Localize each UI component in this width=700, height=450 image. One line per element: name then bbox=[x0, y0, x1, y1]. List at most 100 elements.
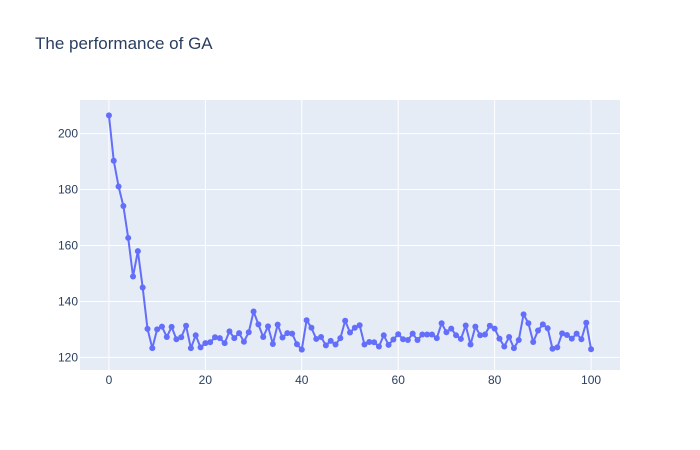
data-point[interactable] bbox=[202, 340, 209, 347]
data-point[interactable] bbox=[269, 340, 276, 347]
data-point[interactable] bbox=[139, 284, 146, 291]
data-point[interactable] bbox=[125, 234, 132, 241]
data-point[interactable] bbox=[520, 311, 527, 318]
data-point[interactable] bbox=[583, 319, 590, 326]
data-point[interactable] bbox=[549, 345, 556, 352]
data-point[interactable] bbox=[530, 339, 537, 346]
data-point[interactable] bbox=[525, 320, 532, 327]
data-point[interactable] bbox=[506, 333, 513, 340]
data-point[interactable] bbox=[588, 346, 595, 353]
data-point[interactable] bbox=[327, 337, 334, 344]
data-point[interactable] bbox=[428, 331, 435, 338]
data-point[interactable] bbox=[356, 322, 363, 329]
data-point[interactable] bbox=[472, 323, 479, 330]
data-point[interactable] bbox=[554, 344, 561, 351]
data-point[interactable] bbox=[510, 345, 517, 352]
data-point[interactable] bbox=[404, 337, 411, 344]
data-point[interactable] bbox=[279, 334, 286, 341]
data-point[interactable] bbox=[568, 335, 575, 342]
data-point[interactable] bbox=[115, 183, 122, 190]
data-point[interactable] bbox=[313, 335, 320, 342]
data-point[interactable] bbox=[419, 331, 426, 338]
data-point[interactable] bbox=[130, 273, 137, 280]
data-point[interactable] bbox=[486, 322, 493, 329]
data-point[interactable] bbox=[347, 329, 353, 336]
data-point[interactable] bbox=[163, 333, 170, 340]
data-point[interactable] bbox=[226, 328, 233, 335]
data-point[interactable] bbox=[544, 325, 551, 332]
data-point[interactable] bbox=[380, 332, 387, 339]
data-point[interactable] bbox=[216, 335, 223, 342]
data-point[interactable] bbox=[438, 320, 445, 327]
data-point[interactable] bbox=[149, 345, 156, 352]
data-point[interactable] bbox=[318, 333, 325, 340]
data-point[interactable] bbox=[289, 330, 296, 337]
data-point[interactable] bbox=[207, 339, 214, 346]
data-point[interactable] bbox=[187, 345, 194, 352]
data-point[interactable] bbox=[375, 343, 382, 350]
data-point[interactable] bbox=[448, 325, 455, 332]
data-point[interactable] bbox=[539, 321, 546, 328]
data-point[interactable] bbox=[134, 248, 141, 255]
data-point[interactable] bbox=[168, 323, 175, 330]
data-point[interactable] bbox=[293, 341, 300, 348]
data-point[interactable] bbox=[274, 321, 281, 328]
data-point[interactable] bbox=[414, 337, 421, 344]
data-point[interactable] bbox=[515, 337, 522, 344]
data-point[interactable] bbox=[105, 112, 112, 119]
data-point[interactable] bbox=[390, 336, 397, 343]
data-point[interactable] bbox=[212, 334, 218, 341]
data-point[interactable] bbox=[361, 341, 368, 348]
data-point[interactable] bbox=[284, 330, 291, 337]
data-point[interactable] bbox=[409, 330, 416, 337]
data-point[interactable] bbox=[260, 333, 267, 340]
data-point[interactable] bbox=[563, 332, 570, 339]
data-point[interactable] bbox=[322, 342, 329, 349]
data-point[interactable] bbox=[192, 332, 199, 339]
data-point[interactable] bbox=[183, 322, 190, 329]
data-point[interactable] bbox=[351, 324, 358, 331]
data-point[interactable] bbox=[255, 321, 262, 328]
data-point[interactable] bbox=[395, 331, 402, 338]
data-point[interactable] bbox=[573, 330, 580, 337]
data-point[interactable] bbox=[231, 335, 238, 342]
data-point[interactable] bbox=[303, 317, 310, 324]
data-point[interactable] bbox=[491, 325, 498, 332]
data-point[interactable] bbox=[366, 339, 373, 346]
data-point[interactable] bbox=[424, 331, 431, 338]
data-point[interactable] bbox=[433, 335, 440, 342]
data-point[interactable] bbox=[501, 343, 508, 350]
data-point[interactable] bbox=[496, 335, 503, 342]
data-point[interactable] bbox=[265, 323, 272, 330]
data-point[interactable] bbox=[477, 332, 484, 339]
data-point[interactable] bbox=[308, 324, 315, 331]
data-point[interactable] bbox=[385, 341, 392, 348]
data-point[interactable] bbox=[144, 325, 151, 332]
data-point[interactable] bbox=[467, 341, 474, 348]
data-point[interactable] bbox=[457, 335, 464, 342]
data-point[interactable] bbox=[371, 339, 378, 346]
data-point[interactable] bbox=[298, 346, 305, 353]
data-point[interactable] bbox=[400, 336, 407, 343]
data-point[interactable] bbox=[559, 330, 566, 337]
data-point[interactable] bbox=[342, 317, 349, 324]
data-point[interactable] bbox=[250, 308, 257, 315]
data-point[interactable] bbox=[337, 335, 344, 342]
data-point[interactable] bbox=[221, 340, 228, 347]
data-point[interactable] bbox=[578, 336, 585, 343]
data-point[interactable] bbox=[535, 327, 542, 334]
data-point[interactable] bbox=[453, 332, 460, 339]
data-point[interactable] bbox=[245, 329, 252, 336]
data-point[interactable] bbox=[173, 336, 180, 343]
data-point[interactable] bbox=[482, 331, 488, 338]
data-point[interactable] bbox=[443, 329, 450, 336]
data-point[interactable] bbox=[120, 203, 127, 210]
data-point[interactable] bbox=[197, 344, 204, 351]
data-point[interactable] bbox=[178, 334, 185, 341]
data-point[interactable] bbox=[158, 323, 165, 330]
data-point[interactable] bbox=[236, 330, 243, 337]
data-point[interactable] bbox=[154, 326, 161, 333]
data-point[interactable] bbox=[332, 341, 339, 348]
data-point[interactable] bbox=[240, 338, 247, 345]
data-point[interactable] bbox=[462, 322, 469, 329]
